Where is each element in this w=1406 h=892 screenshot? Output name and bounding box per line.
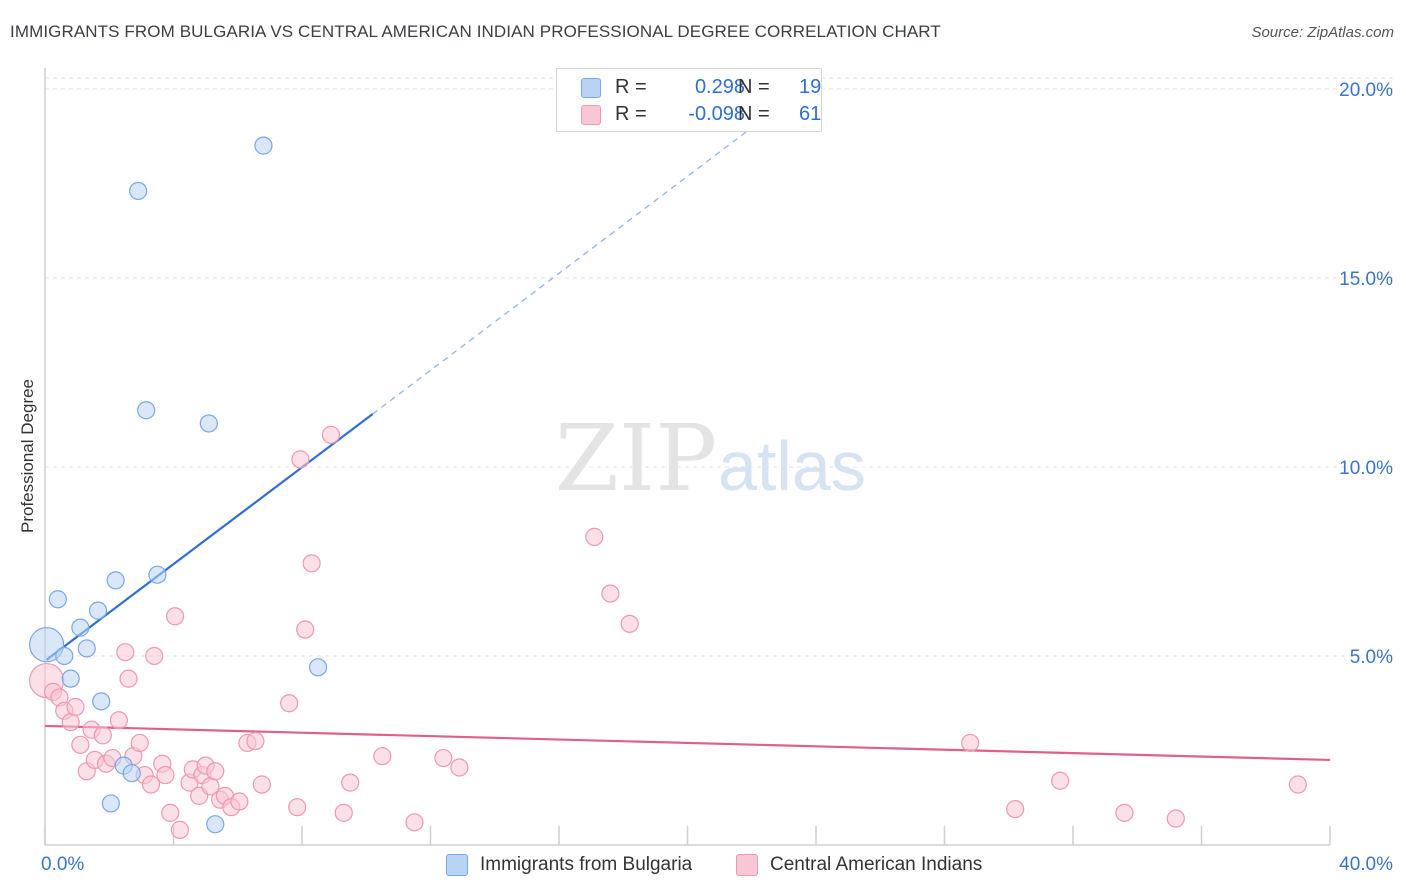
point-central-american <box>321 425 341 444</box>
point-central-american <box>334 803 353 822</box>
point-central-american <box>373 747 392 766</box>
point-central-american <box>156 765 175 785</box>
point-central-american <box>1006 799 1025 819</box>
point-bulgaria <box>199 414 218 433</box>
chart-title: IMMIGRANTS FROM BULGARIA VS CENTRAL AMER… <box>10 22 941 41</box>
point-bulgaria <box>92 692 111 711</box>
data-points <box>29 136 1307 839</box>
point-central-american <box>66 697 85 717</box>
point-central-american <box>116 643 135 662</box>
legend-swatch-blue <box>581 78 601 98</box>
point-bulgaria <box>106 571 125 590</box>
point-central-american <box>1166 809 1185 828</box>
trend-line-central-american <box>44 724 1331 762</box>
point-bulgaria <box>88 601 108 620</box>
trend-line-bulgaria <box>45 413 374 661</box>
y-tick-label: 15.0% <box>1339 269 1393 290</box>
tick-labels: 5.0% 10.0% 15.0% 20.0% 0.0% 40.0% <box>41 80 1393 875</box>
watermark-zip: ZIP <box>555 405 717 512</box>
point-central-american <box>620 614 639 633</box>
point-central-american <box>119 669 138 688</box>
legend-n-value: 19 <box>799 75 822 98</box>
point-central-american <box>109 711 128 730</box>
x-tick-label: 0.0% <box>41 854 84 875</box>
point-central-american <box>145 646 164 666</box>
watermark-atlas: atlas <box>718 427 866 505</box>
legend-n-value: 61 <box>799 102 822 125</box>
legend-n-label: N = <box>738 102 770 125</box>
legend-label: Central American Indians <box>770 854 983 875</box>
y-axis-label: Professional Degree <box>18 378 37 534</box>
grid-lines <box>45 77 1395 657</box>
point-central-american <box>1288 775 1307 794</box>
legend-item-bulgaria: Immigrants from Bulgaria <box>446 852 692 878</box>
point-bulgaria <box>206 815 225 834</box>
point-central-american <box>61 713 80 732</box>
point-central-american <box>1115 803 1134 822</box>
legend-r-label: R = <box>615 75 647 98</box>
point-central-american <box>288 798 307 817</box>
legend-r-value: 0.298 <box>694 75 745 98</box>
point-central-american <box>246 731 265 751</box>
point-central-american <box>280 694 299 713</box>
point-bulgaria <box>61 669 80 688</box>
point-bulgaria <box>122 764 141 783</box>
legend-swatch-pink <box>736 854 758 876</box>
legend-r-label: R = <box>615 102 647 125</box>
legend-label: Immigrants from Bulgaria <box>480 854 693 875</box>
point-central-american <box>961 733 980 753</box>
point-central-american <box>166 607 185 626</box>
point-central-american <box>71 735 90 754</box>
point-bulgaria <box>48 590 67 609</box>
point-bulgaria <box>71 618 90 637</box>
legend-n-label: N = <box>738 75 770 98</box>
trend-line-bulgaria-extension <box>372 122 759 415</box>
point-central-american <box>302 554 321 573</box>
legend-item-central-american: Central American Indians <box>736 852 982 878</box>
stats-legend: R = 0.298 N = 19 R = -0.098 N = 61 <box>556 68 822 132</box>
point-bulgaria <box>101 794 120 813</box>
point-central-american <box>230 792 249 811</box>
point-bulgaria <box>148 565 167 584</box>
point-bulgaria <box>308 658 328 677</box>
legend-swatch-blue <box>446 854 468 876</box>
point-bulgaria <box>29 627 65 663</box>
point-bulgaria <box>77 639 96 658</box>
point-bulgaria <box>129 181 148 201</box>
point-central-american <box>141 775 161 794</box>
point-central-american <box>130 733 149 753</box>
point-bulgaria <box>254 136 273 155</box>
point-central-american <box>601 584 620 603</box>
point-central-american <box>252 775 271 794</box>
point-central-american <box>93 726 112 745</box>
point-bulgaria <box>137 401 156 420</box>
x-tick-label: 40.0% <box>1339 854 1393 875</box>
y-tick-label: 5.0% <box>1350 647 1393 668</box>
point-central-american <box>450 758 469 777</box>
point-central-american <box>170 820 190 839</box>
y-tick-label: 10.0% <box>1339 458 1393 479</box>
point-central-american <box>341 773 360 792</box>
y-tick-label: 20.0% <box>1339 80 1393 101</box>
point-central-american <box>1051 771 1070 790</box>
legend-swatch-pink <box>581 105 601 125</box>
source-label: Source: ZipAtlas.com <box>1251 24 1394 41</box>
point-bulgaria <box>55 646 74 666</box>
point-central-american <box>585 527 604 546</box>
point-central-american <box>161 803 180 822</box>
legend-r-value: -0.098 <box>688 102 745 125</box>
point-central-american <box>405 813 424 832</box>
point-central-american <box>291 450 310 469</box>
point-central-american <box>296 620 315 639</box>
axes <box>44 68 1331 846</box>
point-central-american <box>206 762 225 781</box>
point-central-american <box>434 748 453 768</box>
